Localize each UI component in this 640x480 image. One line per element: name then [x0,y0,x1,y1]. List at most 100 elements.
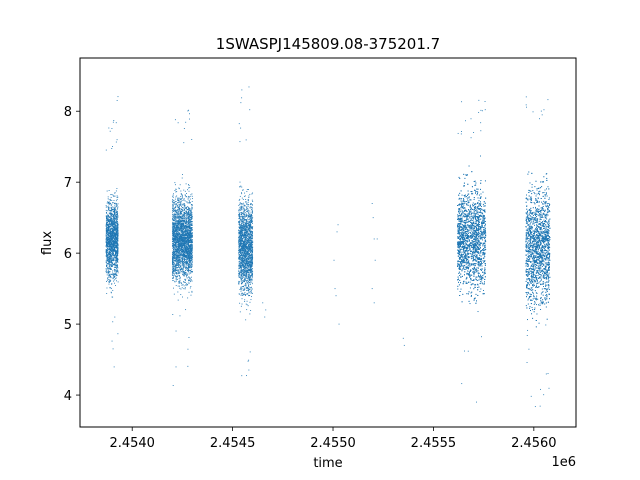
data-point [189,227,191,229]
data-point [174,201,176,203]
data-point [178,257,180,259]
data-point [190,256,191,258]
data-point [174,242,176,244]
data-point [189,202,191,204]
data-point [107,227,109,228]
data-point [181,267,183,269]
data-point [188,238,190,240]
data-point [110,265,112,267]
data-point [240,216,242,217]
data-point [173,260,175,261]
data-point [107,266,108,268]
data-point [111,260,113,262]
data-point [176,204,178,206]
data-point [174,207,176,209]
data-point [111,231,113,232]
data-point [112,246,114,248]
data-point [188,221,190,223]
data-point [113,218,115,219]
data-point [191,255,193,257]
data-point [181,216,183,218]
data-point [117,235,119,236]
data-point [181,228,183,230]
data-point [115,216,117,218]
data-point [183,219,185,221]
data-point [110,259,111,261]
data-point [117,265,119,267]
data-point [112,236,114,238]
data-point [191,193,193,195]
data-point [174,215,176,217]
data-point [190,213,192,215]
data-point [184,240,186,242]
data-point [191,271,193,273]
data-point [188,236,190,238]
data-point [114,265,116,267]
data-point [186,218,188,220]
data-point [113,223,114,225]
data-point [173,241,175,243]
data-point [183,252,185,254]
data-point [241,186,243,188]
data-point [176,220,178,222]
data-point [106,279,108,281]
data-point [187,244,189,246]
data-point [182,245,184,247]
data-point [113,258,115,260]
data-point [176,216,178,218]
data-point [188,252,190,254]
data-point [182,224,183,226]
data-point [189,244,191,246]
data-point [107,221,109,222]
data-point [177,217,179,219]
data-point [245,295,246,296]
data-point [107,202,109,204]
data-point [173,239,175,241]
data-point [106,231,108,232]
data-point [114,263,116,265]
data-point [190,260,192,262]
data-point [172,196,174,198]
data-point [116,198,118,200]
data-point [172,259,174,261]
data-point [183,231,185,233]
data-point [117,230,119,232]
data-point [175,201,177,202]
data-point [113,235,115,237]
data-point [184,274,186,276]
data-point [109,212,111,214]
data-point [115,259,117,261]
data-point [183,237,185,239]
data-point [115,235,116,237]
data-point [189,222,191,224]
data-point [105,231,107,233]
data-point [245,303,247,305]
data-point [184,246,186,248]
data-point [179,229,180,231]
data-point [173,256,175,258]
data-point [189,280,190,282]
data-point [116,251,118,253]
data-point [105,217,107,219]
data-point [182,265,184,267]
data-point [172,215,174,216]
data-point [110,240,112,242]
data-point [184,287,186,289]
data-point [180,235,182,237]
data-point [179,315,181,317]
data-point [242,225,244,227]
data-point [188,185,190,186]
data-point [187,197,189,199]
data-point [173,257,175,259]
data-point [108,225,110,227]
data-point [174,269,176,271]
data-point [190,264,191,266]
data-point [105,241,107,243]
data-point [191,218,193,219]
data-point [172,194,174,196]
data-point [106,248,108,250]
data-point [116,203,117,205]
data-point [187,265,189,267]
data-point [109,263,111,265]
data-point [106,266,108,268]
